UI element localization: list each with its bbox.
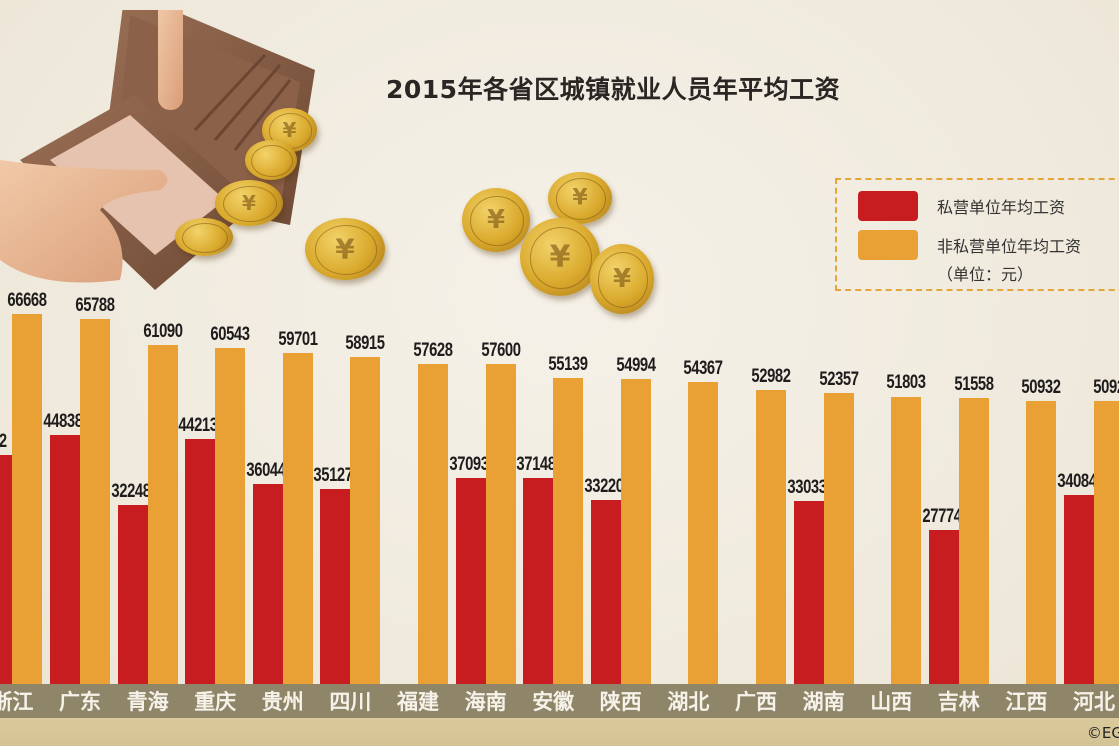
value-label: 55139 [548,353,589,375]
value-label: 51803 [886,372,927,394]
bar-nonprivate-16 [1094,401,1119,684]
value-label: 60543 [210,323,251,345]
value-label: 44213 [178,414,219,436]
bar-nonprivate-11 [756,389,786,684]
coin-icon: ¥ [215,180,283,226]
value-label: 35127 [313,465,354,487]
value-label: 33033 [786,476,827,498]
bar-nonprivate-15 [1026,401,1057,684]
bar-nonprivate-10 [688,382,719,684]
bar-private-4 [252,483,283,684]
category-label: 广西 [735,690,777,714]
coin-icon: ¥ [462,188,530,252]
bar-private-7 [455,478,486,684]
category-axis [0,684,1119,718]
category-label: 浙江 [0,690,34,714]
value-label: 50932 [1021,377,1062,399]
category-label: 湖北 [667,690,710,714]
category-label: 湖南 [802,690,845,714]
bar-nonprivate-3 [215,348,246,684]
value-label: 5092 [1093,377,1119,399]
category-label: 江西 [1005,690,1048,714]
category-label: 陕西 [599,690,642,714]
bar-nonprivate-2 [147,344,178,684]
value-label: 37148 [516,453,557,475]
category-label: 福建 [397,690,439,714]
value-label: 58915 [345,333,386,355]
bar-nonprivate-4 [282,352,313,684]
value-label: 32248 [110,481,151,503]
value-label: 34084 [1057,470,1097,492]
footer-band [0,718,1119,746]
category-label: 安徽 [532,690,575,714]
value-label: 27774 [922,505,962,527]
value-label: 51558 [954,373,994,395]
value-label: 36044 [246,459,286,481]
coin-icon: ¥ [590,244,654,314]
value-label: 52357 [818,369,859,391]
value-label: 61090 [142,320,183,342]
legend-swatch-nonprivate [858,230,918,260]
category-label: 青海 [126,690,169,714]
category-label: 广东 [59,690,101,714]
bar-private-3 [185,438,216,684]
copyright: ©EG [1086,724,1119,742]
bar-private-2 [117,505,148,684]
bar-private-5 [320,489,351,684]
wallet-illustration-icon [0,10,315,290]
category-label: 河北 [1073,690,1115,714]
bar-nonprivate-5 [350,357,381,684]
category-label: 贵州 [261,690,304,714]
legend-label-private: 私营单位年均工资 [937,198,1066,217]
category-label: 重庆 [194,690,237,714]
value-label: 66668 [7,290,48,311]
value-label: 65788 [75,294,115,316]
bar-nonprivate-6 [418,364,448,684]
value-label: 57628 [413,340,453,362]
value-label: 54994 [616,354,656,376]
value-label: 37093 [448,454,489,476]
bar-nonprivate-14 [958,397,989,684]
bar-nonprivate-0 [12,314,43,684]
value-label: 272 [0,430,8,452]
chart-title: 2015年各省区城镇就业人员年平均工资 [386,75,841,104]
bar-private-14 [928,529,959,684]
category-label: 四川 [329,690,372,714]
legend-unit: （单位：元） [937,265,1034,284]
value-label: 54367 [683,358,724,380]
bar-nonprivate-8 [553,378,584,684]
legend-label-nonprivate: 非私营单位年均工资 [937,237,1082,256]
coin-icon [245,140,297,180]
value-label: 59701 [278,328,318,350]
bar-private-1 [50,435,80,684]
bar-private-12 [793,500,824,684]
bar-nonprivate-7 [485,364,516,684]
bar-nonprivate-13 [891,396,922,684]
value-label: 33220 [584,475,624,497]
legend-swatch-private [858,191,918,221]
bar-private-16 [1064,494,1094,684]
value-label: 57600 [480,340,521,362]
coin-icon: ¥ [548,172,612,224]
legend: 私营单位年均工资 非私营单位年均工资 （单位：元） [835,178,1119,291]
bar-private-8 [523,477,554,684]
value-label: 52982 [751,365,791,387]
bar-nonprivate-9 [620,378,651,684]
coin-icon [175,218,233,256]
category-label: 海南 [464,690,507,714]
coin-icon: ¥ [305,218,385,280]
bar-private-0 [0,454,13,684]
bar-nonprivate-1 [80,318,110,684]
bar-private-9 [590,499,621,684]
category-label: 吉林 [937,690,980,714]
bar-nonprivate-12 [823,393,854,684]
category-label: 山西 [870,690,913,714]
value-label: 44838 [43,411,83,433]
coin-icon: ¥ [520,218,600,296]
